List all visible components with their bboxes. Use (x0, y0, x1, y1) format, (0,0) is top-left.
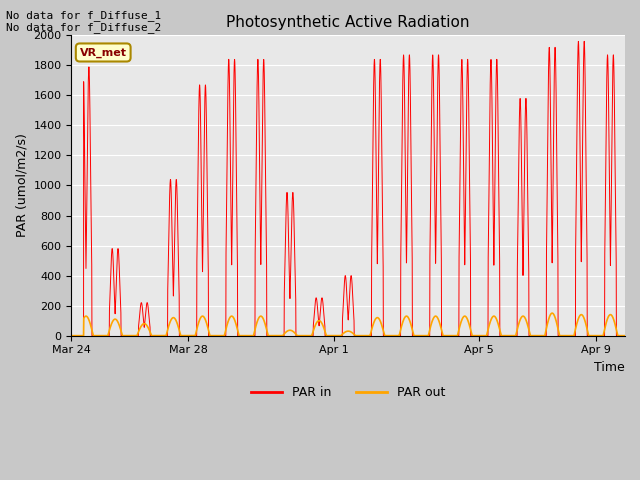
PAR out (621, 333, 629, 338)
Line: PAR out: PAR out (72, 313, 625, 336)
PAR in (243, 333, 250, 338)
PAR out (334, 333, 342, 338)
Y-axis label: PAR (umol/m2/s): PAR (umol/m2/s) (15, 133, 28, 238)
PAR out (329, 333, 337, 338)
PAR out (199, 313, 207, 319)
PAR in (566, 333, 573, 338)
PAR in (199, 263, 207, 268)
PAR in (621, 333, 629, 338)
PAR in (329, 333, 337, 338)
PAR out (243, 333, 250, 338)
Text: No data for f_Diffuse_1
No data for f_Diffuse_2: No data for f_Diffuse_1 No data for f_Di… (6, 10, 162, 33)
PAR in (334, 333, 342, 338)
Legend: PAR in, PAR out: PAR in, PAR out (246, 382, 451, 405)
PAR out (566, 333, 573, 338)
Text: VR_met: VR_met (80, 48, 127, 58)
PAR in (217, 333, 225, 338)
Title: Photosynthetic Active Radiation: Photosynthetic Active Radiation (227, 15, 470, 30)
Line: PAR in: PAR in (72, 41, 625, 336)
PAR out (68, 333, 76, 338)
PAR in (68, 333, 76, 338)
PAR out (217, 333, 225, 338)
PAR out (548, 310, 556, 316)
PAR in (580, 38, 588, 44)
X-axis label: Time: Time (595, 361, 625, 374)
